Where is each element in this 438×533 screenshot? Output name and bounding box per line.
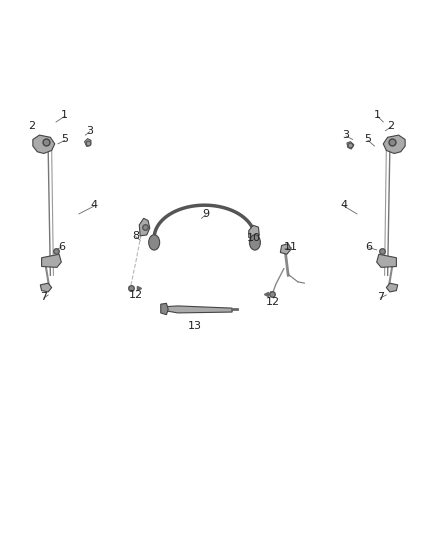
- Ellipse shape: [149, 235, 159, 250]
- Text: 13: 13: [188, 321, 202, 330]
- Text: 1: 1: [374, 110, 381, 120]
- Text: 3: 3: [86, 126, 93, 136]
- Polygon shape: [347, 142, 354, 149]
- Polygon shape: [139, 219, 150, 236]
- Polygon shape: [386, 283, 398, 292]
- Polygon shape: [85, 139, 91, 147]
- Text: 3: 3: [343, 130, 350, 140]
- Text: 1: 1: [61, 110, 68, 120]
- Text: 12: 12: [129, 290, 143, 300]
- Ellipse shape: [250, 235, 260, 250]
- Polygon shape: [40, 283, 52, 292]
- Text: 6: 6: [365, 242, 372, 252]
- Text: 2: 2: [28, 122, 35, 131]
- Polygon shape: [33, 135, 55, 154]
- Text: 7: 7: [40, 292, 47, 302]
- Text: 6: 6: [58, 242, 65, 252]
- Polygon shape: [163, 306, 232, 313]
- Polygon shape: [377, 254, 396, 268]
- Text: 9: 9: [202, 209, 209, 219]
- Polygon shape: [249, 225, 259, 239]
- Text: 7: 7: [377, 292, 384, 302]
- Text: 4: 4: [91, 200, 98, 210]
- Text: 2: 2: [387, 122, 394, 131]
- Polygon shape: [383, 135, 405, 154]
- Polygon shape: [42, 254, 61, 268]
- Text: 11: 11: [284, 242, 298, 252]
- Text: 12: 12: [265, 296, 279, 306]
- Text: 5: 5: [364, 134, 371, 144]
- Polygon shape: [161, 303, 168, 314]
- Text: 8: 8: [132, 231, 139, 241]
- Text: 5: 5: [61, 134, 68, 144]
- Text: 4: 4: [340, 200, 347, 210]
- Polygon shape: [280, 244, 291, 254]
- Text: 10: 10: [247, 233, 261, 243]
